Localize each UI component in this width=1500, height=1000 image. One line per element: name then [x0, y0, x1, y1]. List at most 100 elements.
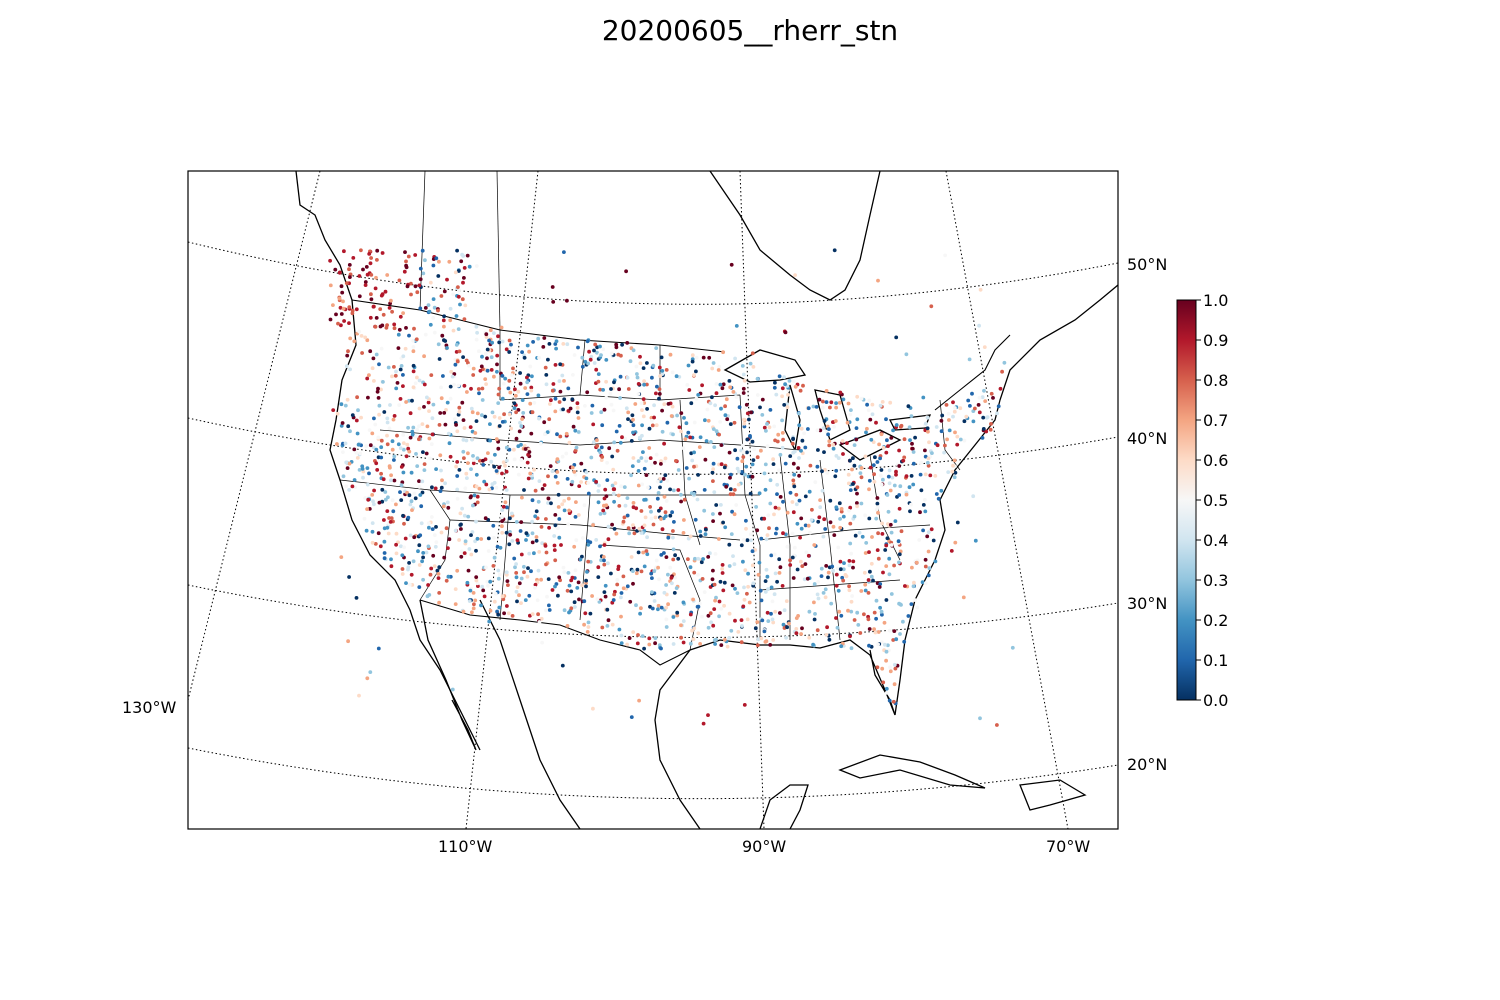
station-marker [656, 607, 660, 612]
station-marker [497, 465, 501, 470]
station-marker [750, 549, 755, 554]
station-marker [576, 345, 580, 350]
station-marker [664, 605, 669, 610]
station-marker [802, 577, 807, 582]
station-marker [576, 513, 581, 517]
station-marker [536, 568, 541, 573]
station-marker [620, 342, 624, 347]
station-marker [729, 628, 734, 633]
station-marker [504, 445, 509, 450]
station-marker [756, 637, 761, 642]
station-marker [547, 603, 551, 608]
station-marker [884, 598, 889, 602]
station-marker [735, 591, 740, 595]
station-marker [418, 277, 423, 282]
station-marker [998, 386, 1003, 391]
station-marker [417, 479, 421, 483]
station-marker [390, 439, 395, 444]
station-marker [847, 559, 852, 563]
station-marker [370, 521, 375, 525]
station-marker [875, 496, 880, 500]
station-marker [572, 470, 577, 474]
station-marker [604, 503, 609, 508]
station-marker [586, 491, 591, 496]
station-marker [399, 544, 403, 549]
station-marker [483, 414, 488, 419]
station-marker [501, 504, 506, 509]
station-marker [426, 400, 431, 405]
hispaniola [1019, 779, 1087, 811]
station-marker [616, 493, 621, 498]
station-marker [521, 411, 526, 415]
station-marker [887, 628, 892, 633]
station-marker [867, 516, 872, 521]
station-marker [620, 435, 624, 440]
station-marker [351, 256, 356, 260]
station-marker [921, 528, 925, 533]
station-marker [887, 481, 892, 486]
station-marker [382, 539, 387, 544]
station-marker [852, 514, 857, 519]
station-marker [849, 551, 854, 556]
station-marker [859, 475, 864, 480]
station-marker [553, 513, 558, 517]
station-marker [878, 582, 883, 586]
station-marker [432, 571, 437, 575]
station-marker [537, 620, 542, 624]
station-marker [713, 552, 718, 556]
station-marker [448, 384, 453, 389]
station-marker [362, 516, 367, 521]
station-marker [461, 280, 465, 285]
station-marker [797, 456, 801, 460]
station-marker [618, 440, 623, 445]
station-marker [692, 420, 697, 425]
station-marker [436, 572, 441, 576]
station-marker [420, 479, 425, 484]
station-marker [939, 429, 944, 434]
station-marker [478, 368, 483, 373]
station-marker [698, 534, 703, 538]
station-marker [656, 491, 661, 495]
station-marker [600, 423, 605, 428]
station-marker [641, 397, 646, 401]
station-marker [614, 345, 619, 350]
station-marker [877, 585, 882, 589]
station-marker [763, 579, 768, 583]
station-marker [597, 600, 602, 604]
station-marker [342, 249, 346, 254]
station-marker [392, 365, 396, 369]
station-marker [418, 533, 423, 538]
station-marker [379, 293, 384, 298]
station-marker [842, 561, 846, 565]
station-marker [926, 456, 931, 461]
station-marker [339, 284, 344, 289]
station-marker [778, 611, 782, 615]
station-marker [458, 302, 462, 307]
station-marker [342, 319, 346, 323]
station-marker [529, 431, 534, 436]
station-marker [635, 641, 640, 646]
station-marker [950, 469, 955, 474]
station-marker [848, 488, 853, 492]
station-marker [768, 643, 773, 647]
station-marker [371, 499, 375, 504]
station-marker [831, 446, 836, 451]
station-marker [621, 586, 626, 591]
station-marker [867, 643, 871, 648]
station-marker [751, 458, 756, 462]
station-marker [850, 467, 854, 472]
station-marker [395, 433, 399, 438]
station-marker [848, 541, 853, 546]
station-marker [746, 571, 750, 576]
station-marker [631, 505, 636, 510]
station-marker [913, 598, 917, 602]
station-marker [674, 459, 678, 463]
station-marker [482, 479, 487, 484]
station-marker [611, 491, 616, 496]
station-marker [369, 273, 374, 277]
station-marker [745, 411, 750, 416]
station-marker [977, 323, 981, 328]
station-marker [456, 294, 461, 299]
station-marker [377, 500, 382, 505]
